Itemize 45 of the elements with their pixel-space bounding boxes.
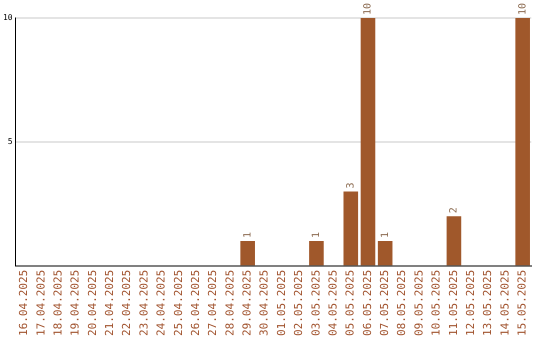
x-tick-label: 07.05.2025 [378,270,392,336]
x-tick-label: 28.04.2025 [223,270,236,336]
x-tick-label: 04.05.2025 [326,270,340,336]
x-tick-label: 27.04.2025 [206,270,220,336]
x-tick-label: 15.05.2025 [516,270,529,336]
x-tick-label: 09.05.2025 [412,270,426,336]
x-tick-label: 23.04.2025 [137,270,150,336]
x-tick-label: 22.04.2025 [120,270,134,336]
x-tick-label: 26.04.2025 [188,270,202,336]
x-tick-label: 30.04.2025 [258,270,271,336]
x-tick-label: 14.05.2025 [498,270,512,336]
x-tick-label: 06.05.2025 [360,270,374,336]
x-tick-label: 19.04.2025 [68,270,82,336]
data-label: 1 [380,232,391,238]
x-tick-label: 02.05.2025 [292,270,306,336]
x-tick-label: 05.05.2025 [344,270,357,336]
data-label: 10 [517,2,528,15]
x-tick-label: 03.05.2025 [309,270,322,336]
x-tick-label: 08.05.2025 [395,270,408,336]
x-tick-label: 29.04.2025 [240,270,254,336]
bar [309,240,324,266]
bar [343,191,358,266]
bar [378,240,392,266]
bar [446,216,462,266]
x-tick-label: 11.05.2025 [446,270,460,336]
data-label: 1 [242,232,254,238]
x-tick-label: 20.04.2025 [86,270,99,336]
data-label: 1 [311,232,322,238]
data-label: 2 [448,207,460,214]
x-tick-label: 01.05.2025 [274,270,288,336]
data-label: 3 [345,182,356,188]
x-tick-label: 16.04.2025 [17,270,30,336]
bar [515,18,530,266]
x-tick-label: 21.04.2025 [103,270,116,336]
y-tick-label: 5 [8,136,13,146]
x-tick-label: 25.04.2025 [172,270,185,336]
x-tick-label: 24.04.2025 [154,270,168,336]
x-tick-label: 10.05.2025 [430,270,443,336]
bar [240,240,255,266]
data-label: 10 [362,2,374,15]
x-tick-label: 18.04.2025 [51,270,64,336]
x-tick-label: 17.04.2025 [34,270,48,336]
bar [360,18,376,266]
x-tick-label: 12.05.2025 [464,270,477,336]
x-tick-label: 13.05.2025 [481,270,494,336]
